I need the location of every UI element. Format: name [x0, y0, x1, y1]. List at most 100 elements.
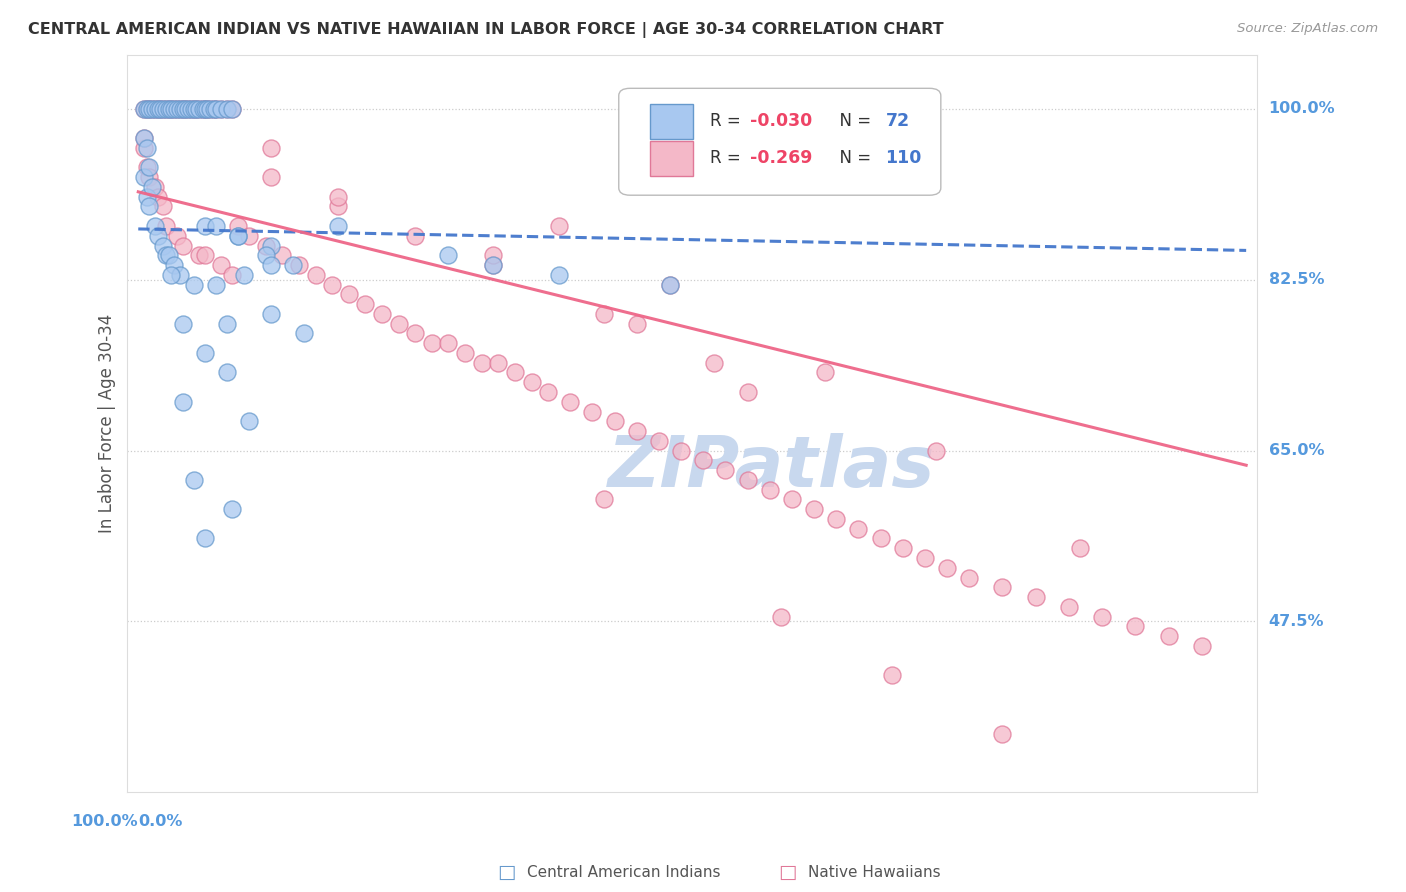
- Point: [204, 102, 226, 116]
- Text: R =: R =: [710, 149, 747, 168]
- Point: [136, 190, 159, 204]
- Point: [149, 102, 172, 116]
- Point: [202, 102, 225, 116]
- Point: [166, 102, 188, 116]
- Point: [238, 414, 260, 428]
- Point: [825, 512, 848, 526]
- Point: [155, 102, 177, 116]
- Text: N =: N =: [830, 112, 876, 130]
- Point: [1157, 629, 1180, 643]
- Point: [758, 483, 780, 497]
- Point: [371, 307, 394, 321]
- Point: [226, 228, 249, 243]
- Point: [626, 424, 648, 438]
- Point: [520, 376, 543, 390]
- Point: [200, 102, 222, 116]
- Point: [221, 102, 243, 116]
- Point: [326, 199, 349, 213]
- Point: [155, 219, 177, 233]
- Point: [260, 238, 283, 252]
- Point: [138, 102, 160, 116]
- Point: [669, 443, 692, 458]
- Point: [132, 141, 155, 155]
- Point: [132, 131, 155, 145]
- Point: [221, 268, 243, 282]
- Point: [138, 102, 160, 116]
- Point: [141, 102, 163, 116]
- Point: [254, 248, 277, 262]
- Point: [132, 170, 155, 185]
- Point: [183, 102, 205, 116]
- Point: [148, 190, 170, 204]
- Point: [581, 404, 603, 418]
- Point: [132, 102, 155, 116]
- Point: [191, 102, 214, 116]
- Point: [925, 443, 948, 458]
- Text: -0.030: -0.030: [749, 112, 813, 130]
- Point: [481, 248, 503, 262]
- Point: [1069, 541, 1091, 556]
- Point: [294, 326, 316, 341]
- Point: [180, 102, 202, 116]
- Point: [354, 297, 377, 311]
- Point: [388, 317, 411, 331]
- Point: [260, 307, 283, 321]
- Point: [183, 277, 205, 292]
- Text: R =: R =: [710, 112, 747, 130]
- Point: [157, 102, 180, 116]
- Point: [177, 102, 200, 116]
- Text: Source: ZipAtlas.com: Source: ZipAtlas.com: [1237, 22, 1378, 36]
- Point: [337, 287, 360, 301]
- Point: [141, 102, 163, 116]
- Point: [1025, 590, 1047, 604]
- Point: [437, 336, 460, 351]
- Point: [148, 102, 170, 116]
- Point: [194, 102, 217, 116]
- Point: [172, 394, 194, 409]
- Point: [152, 199, 174, 213]
- Point: [215, 317, 238, 331]
- Point: [184, 102, 207, 116]
- Point: [173, 102, 195, 116]
- Point: [991, 580, 1014, 594]
- Point: [880, 668, 903, 682]
- Point: [160, 102, 183, 116]
- Text: 65.0%: 65.0%: [1268, 443, 1324, 458]
- Point: [271, 248, 294, 262]
- Point: [548, 268, 571, 282]
- Point: [149, 102, 172, 116]
- Point: [437, 248, 460, 262]
- Point: [503, 366, 526, 380]
- Point: [780, 492, 803, 507]
- Point: [172, 317, 194, 331]
- Point: [404, 228, 426, 243]
- Point: [404, 326, 426, 341]
- Text: 100.0%: 100.0%: [1268, 102, 1336, 116]
- Point: [188, 102, 211, 116]
- Point: [703, 356, 725, 370]
- Point: [138, 199, 160, 213]
- Text: 110: 110: [886, 149, 922, 168]
- FancyBboxPatch shape: [651, 103, 693, 139]
- Point: [957, 570, 980, 584]
- Point: [169, 268, 191, 282]
- Point: [136, 102, 159, 116]
- Point: [326, 219, 349, 233]
- Point: [194, 248, 217, 262]
- Point: [592, 307, 614, 321]
- Point: [177, 102, 200, 116]
- Point: [481, 258, 503, 272]
- Point: [169, 102, 191, 116]
- Point: [195, 102, 218, 116]
- Point: [659, 277, 682, 292]
- Point: [163, 102, 186, 116]
- Point: [803, 502, 825, 516]
- Point: [737, 384, 759, 399]
- Point: [152, 102, 174, 116]
- Point: [143, 180, 166, 194]
- Point: [659, 277, 682, 292]
- Point: [603, 414, 626, 428]
- Point: [163, 258, 186, 272]
- Point: [195, 102, 218, 116]
- Text: ZIPatlas: ZIPatlas: [607, 434, 935, 502]
